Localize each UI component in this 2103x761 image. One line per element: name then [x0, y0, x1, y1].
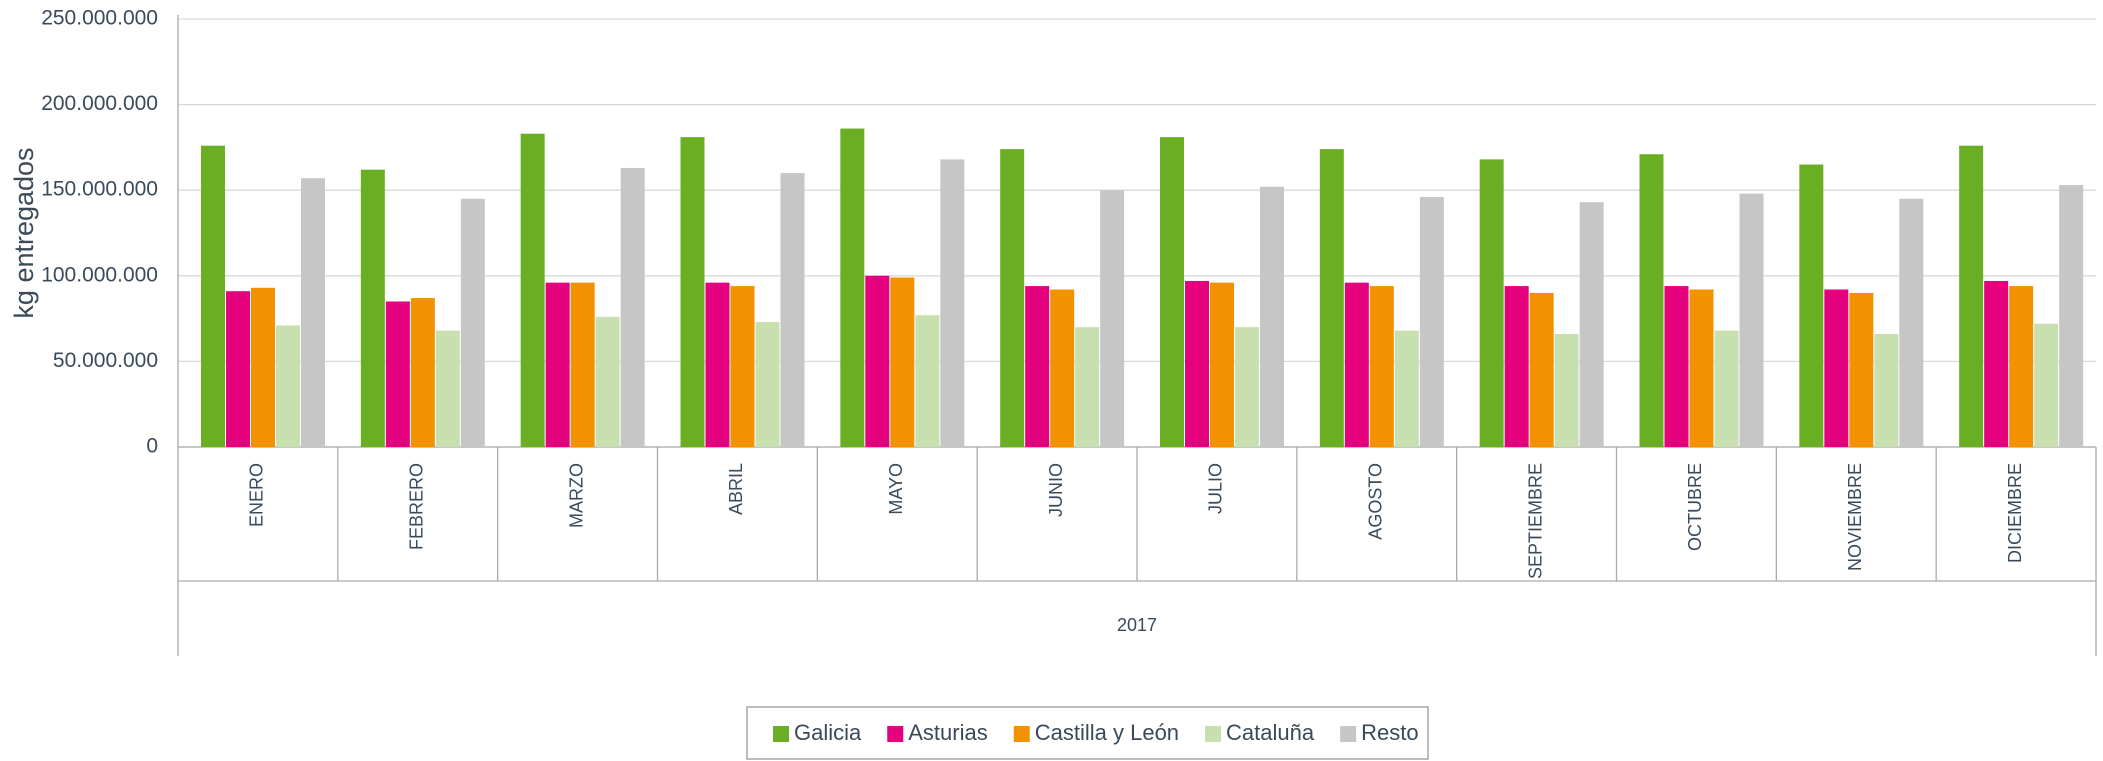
bar	[1739, 193, 1764, 447]
bar	[705, 282, 730, 447]
bar	[840, 128, 865, 447]
legend-swatch	[773, 726, 789, 742]
bar	[460, 198, 485, 447]
y-tick-label: 50.000.000	[53, 349, 158, 372]
bar	[570, 282, 595, 447]
bar	[620, 167, 645, 447]
legend-box	[746, 706, 1429, 760]
x-tick-label: OCTUBRE	[1685, 463, 1705, 551]
bar	[1984, 280, 2009, 447]
bar	[1160, 137, 1184, 448]
bar	[201, 145, 225, 448]
bar	[2034, 323, 2059, 447]
legend-label: Cataluña	[1226, 720, 1315, 745]
x-tick-label: MAYO	[886, 463, 906, 515]
legend-swatch	[887, 726, 904, 742]
bar	[1849, 292, 1874, 447]
bar	[435, 330, 460, 447]
bar	[1419, 197, 1444, 447]
y-tick-label: 250.000.000	[41, 7, 158, 30]
bar	[1899, 198, 1924, 447]
bar	[545, 282, 570, 447]
bar	[890, 277, 915, 447]
x-tick-label: JUNIO	[1046, 463, 1066, 517]
x-tick-label: JULIO	[1206, 463, 1226, 514]
bar	[730, 286, 755, 447]
x-tick-label: ENERO	[247, 463, 267, 527]
x-tick-label: DICIEMBRE	[2005, 463, 2025, 563]
bar	[1000, 149, 1025, 447]
bar	[1529, 292, 1554, 447]
bar	[680, 137, 705, 448]
bar	[1319, 149, 1344, 447]
bar	[1504, 286, 1529, 447]
y-axis-label: kg entregados	[9, 147, 39, 318]
x-tick-label: ABRIL	[726, 463, 746, 515]
bar	[385, 301, 410, 447]
bar	[251, 287, 275, 447]
bar	[1714, 330, 1739, 447]
x-tick-label: FEBRERO	[407, 463, 427, 550]
bar	[1959, 145, 1984, 448]
y-tick-label: 0	[146, 435, 158, 458]
legend-label: Resto	[1361, 720, 1418, 745]
bar	[1185, 280, 1209, 447]
bar	[1824, 289, 1849, 447]
bar	[1260, 186, 1284, 447]
bar	[1664, 286, 1689, 447]
bar	[865, 275, 890, 447]
bar	[1050, 289, 1075, 447]
bar	[1639, 154, 1664, 448]
bar	[1479, 159, 1504, 447]
bar	[226, 291, 250, 447]
x-tick-label: MARZO	[566, 463, 586, 528]
bar	[276, 325, 300, 447]
legend-swatch	[1013, 726, 1030, 742]
bar	[1554, 334, 1579, 447]
bar	[780, 173, 805, 447]
bar	[595, 316, 620, 447]
bar	[1369, 286, 1394, 447]
bar	[1025, 286, 1050, 447]
y-tick-label: 200.000.000	[41, 92, 158, 115]
legend-label: Asturias	[908, 720, 987, 745]
x-tick-label: NOVIEMBRE	[1845, 463, 1865, 571]
bar	[1689, 289, 1714, 447]
y-tick-label: 150.000.000	[41, 178, 158, 201]
bar	[520, 133, 545, 448]
x-tick-label: AGOSTO	[1366, 463, 1386, 540]
bar	[1100, 190, 1125, 447]
bar	[940, 159, 965, 447]
bar	[1235, 327, 1259, 447]
bar	[1799, 164, 1824, 447]
x-tick-label: SEPTIEMBRE	[1525, 463, 1545, 579]
bar	[1344, 282, 1369, 447]
bar	[915, 315, 940, 447]
bar	[1579, 202, 1604, 447]
legend-swatch	[1205, 726, 1222, 742]
y-tick-label: 100.000.000	[41, 263, 158, 286]
bar	[1075, 327, 1100, 447]
legend-swatch	[1340, 726, 1357, 742]
bar	[2059, 185, 2084, 447]
bar	[360, 169, 385, 447]
group-label: 2017	[1117, 615, 1157, 635]
bar	[2009, 286, 2034, 447]
bar	[1874, 334, 1899, 447]
bar	[1394, 330, 1419, 447]
legend-label: Galicia	[794, 720, 862, 745]
bar	[755, 322, 780, 447]
bar	[410, 298, 435, 447]
bar	[1210, 282, 1234, 447]
bar	[301, 178, 325, 447]
legend-label: Castilla y León	[1035, 720, 1179, 745]
